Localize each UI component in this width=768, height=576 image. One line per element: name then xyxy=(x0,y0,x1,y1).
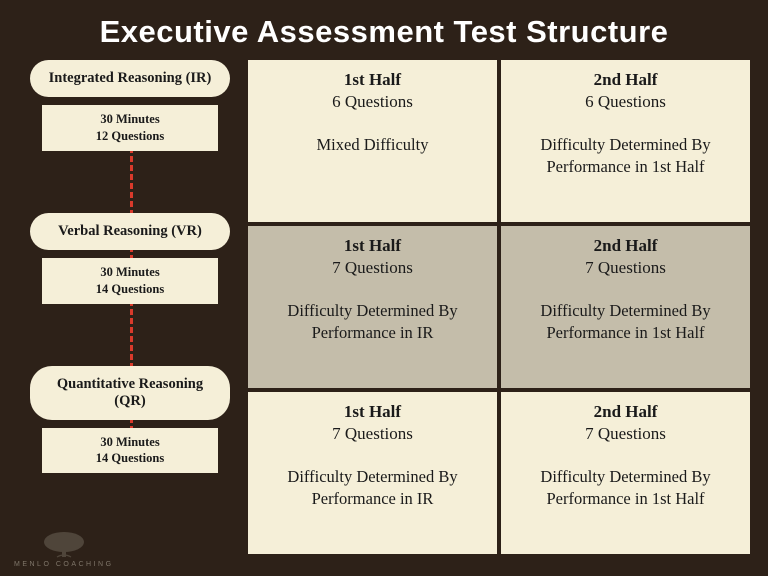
cell-qr-second-half: 2nd Half 7 Questions Difficulty Determin… xyxy=(501,392,750,554)
content-area: Integrated Reasoning (IR) 30 Minutes 12 … xyxy=(0,60,768,554)
half-difficulty: Difficulty Determined By Performance in … xyxy=(260,300,485,345)
half-difficulty: Difficulty Determined By Performance in … xyxy=(513,134,738,179)
section-minutes: 30 Minutes xyxy=(52,111,208,128)
section-pill: Quantitative Reasoning (QR) xyxy=(30,366,230,420)
cell-vr-second-half: 2nd Half 7 Questions Difficulty Determin… xyxy=(501,226,750,388)
tree-icon xyxy=(37,531,91,559)
half-difficulty: Difficulty Determined By Performance in … xyxy=(513,300,738,345)
page-title: Executive Assessment Test Structure xyxy=(0,0,768,60)
half-label: 2nd Half xyxy=(513,70,738,90)
section-qr: Quantitative Reasoning (QR) 30 Minutes 1… xyxy=(18,366,242,474)
section-pill: Verbal Reasoning (VR) xyxy=(30,213,230,250)
section-ir: Integrated Reasoning (IR) 30 Minutes 12 … xyxy=(18,60,242,151)
half-label: 2nd Half xyxy=(513,236,738,256)
half-label: 1st Half xyxy=(260,70,485,90)
cell-ir-second-half: 2nd Half 6 Questions Difficulty Determin… xyxy=(501,60,750,222)
section-meta: 30 Minutes 14 Questions xyxy=(42,258,218,304)
cell-vr-first-half: 1st Half 7 Questions Difficulty Determin… xyxy=(248,226,497,388)
half-questions: 7 Questions xyxy=(513,424,738,444)
half-questions: 7 Questions xyxy=(260,424,485,444)
halves-grid: 1st Half 6 Questions Mixed Difficulty 2n… xyxy=(248,60,750,554)
section-minutes: 30 Minutes xyxy=(52,434,208,451)
section-pill: Integrated Reasoning (IR) xyxy=(30,60,230,97)
half-difficulty: Difficulty Determined By Performance in … xyxy=(513,466,738,511)
cell-qr-first-half: 1st Half 7 Questions Difficulty Determin… xyxy=(248,392,497,554)
half-questions: 6 Questions xyxy=(260,92,485,112)
half-difficulty: Difficulty Determined By Performance in … xyxy=(260,466,485,511)
section-questions: 12 Questions xyxy=(52,128,208,145)
brand-text: MENLO COACHING xyxy=(14,561,114,568)
section-meta: 30 Minutes 12 Questions xyxy=(42,105,218,151)
sections-column: Integrated Reasoning (IR) 30 Minutes 12 … xyxy=(18,60,242,554)
half-questions: 6 Questions xyxy=(513,92,738,112)
section-questions: 14 Questions xyxy=(52,450,208,467)
half-label: 1st Half xyxy=(260,402,485,422)
half-questions: 7 Questions xyxy=(513,258,738,278)
brand-logo: MENLO COACHING xyxy=(14,531,114,568)
half-label: 1st Half xyxy=(260,236,485,256)
section-meta: 30 Minutes 14 Questions xyxy=(42,428,218,474)
half-label: 2nd Half xyxy=(513,402,738,422)
section-questions: 14 Questions xyxy=(52,281,208,298)
section-minutes: 30 Minutes xyxy=(52,264,208,281)
cell-ir-first-half: 1st Half 6 Questions Mixed Difficulty xyxy=(248,60,497,222)
half-difficulty: Mixed Difficulty xyxy=(260,134,485,156)
section-vr: Verbal Reasoning (VR) 30 Minutes 14 Ques… xyxy=(18,213,242,304)
half-questions: 7 Questions xyxy=(260,258,485,278)
